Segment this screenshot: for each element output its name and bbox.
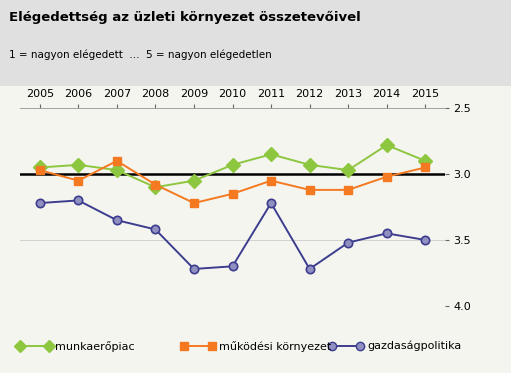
Text: gazdaságpolitika: gazdaságpolitika — [367, 341, 461, 351]
Text: munkaerőpiac: munkaerőpiac — [55, 341, 135, 352]
Text: működési környezet: működési környezet — [219, 341, 331, 352]
Text: 1 = nagyon elégedett  ...  5 = nagyon elégedetlen: 1 = nagyon elégedett ... 5 = nagyon elég… — [9, 49, 272, 60]
Text: Elégedettség az üzleti környezet összetevőivel: Elégedettség az üzleti környezet összete… — [9, 11, 361, 24]
